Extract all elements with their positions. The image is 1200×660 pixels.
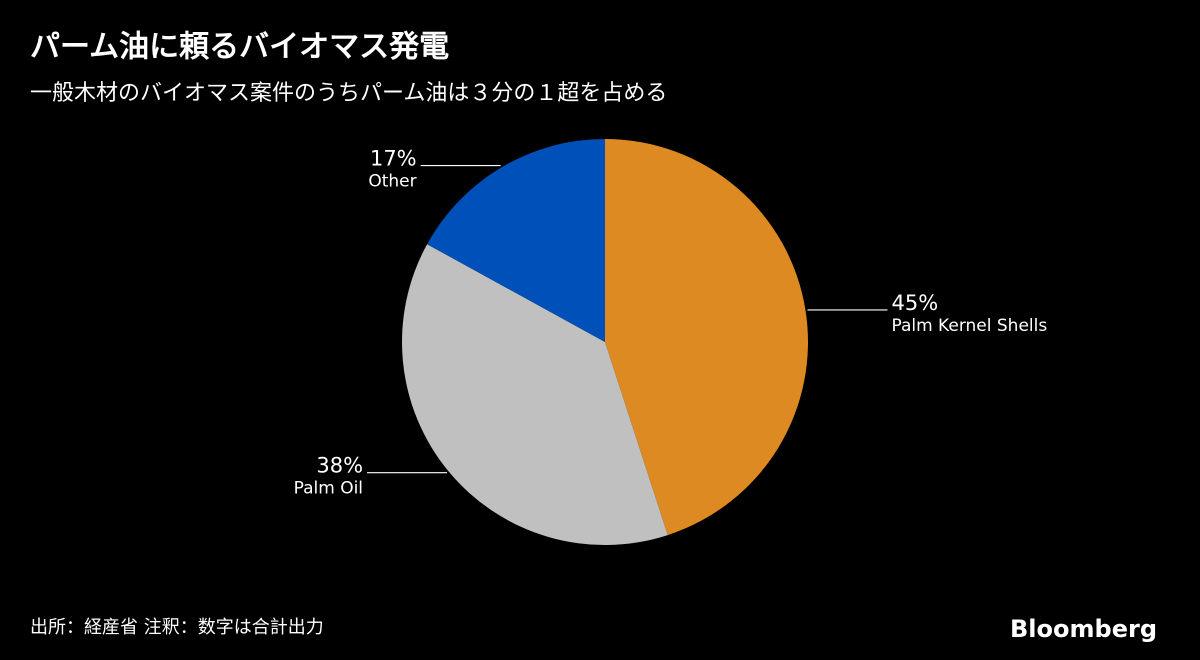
value-label: 45% bbox=[891, 291, 938, 315]
pie-slice bbox=[402, 244, 668, 545]
value-label: 38% bbox=[316, 454, 363, 478]
value-label: 17% bbox=[370, 147, 417, 171]
source-note: 出所：経産省 注釈：数字は合計出力 bbox=[30, 617, 324, 638]
chart-title: パーム油に頼るバイオマス発電 bbox=[30, 30, 449, 65]
pie-slice bbox=[427, 139, 605, 342]
category-label: Other bbox=[368, 172, 416, 192]
brand-logo: Bloomberg bbox=[1010, 615, 1157, 643]
chart-subtitle: 一般木材のバイオマス案件のうちパーム油は３分の１超を占める bbox=[30, 81, 667, 106]
category-label: Palm Oil bbox=[294, 479, 363, 499]
category-label: Palm Kernel Shells bbox=[891, 316, 1047, 336]
pie-slice bbox=[605, 139, 808, 536]
